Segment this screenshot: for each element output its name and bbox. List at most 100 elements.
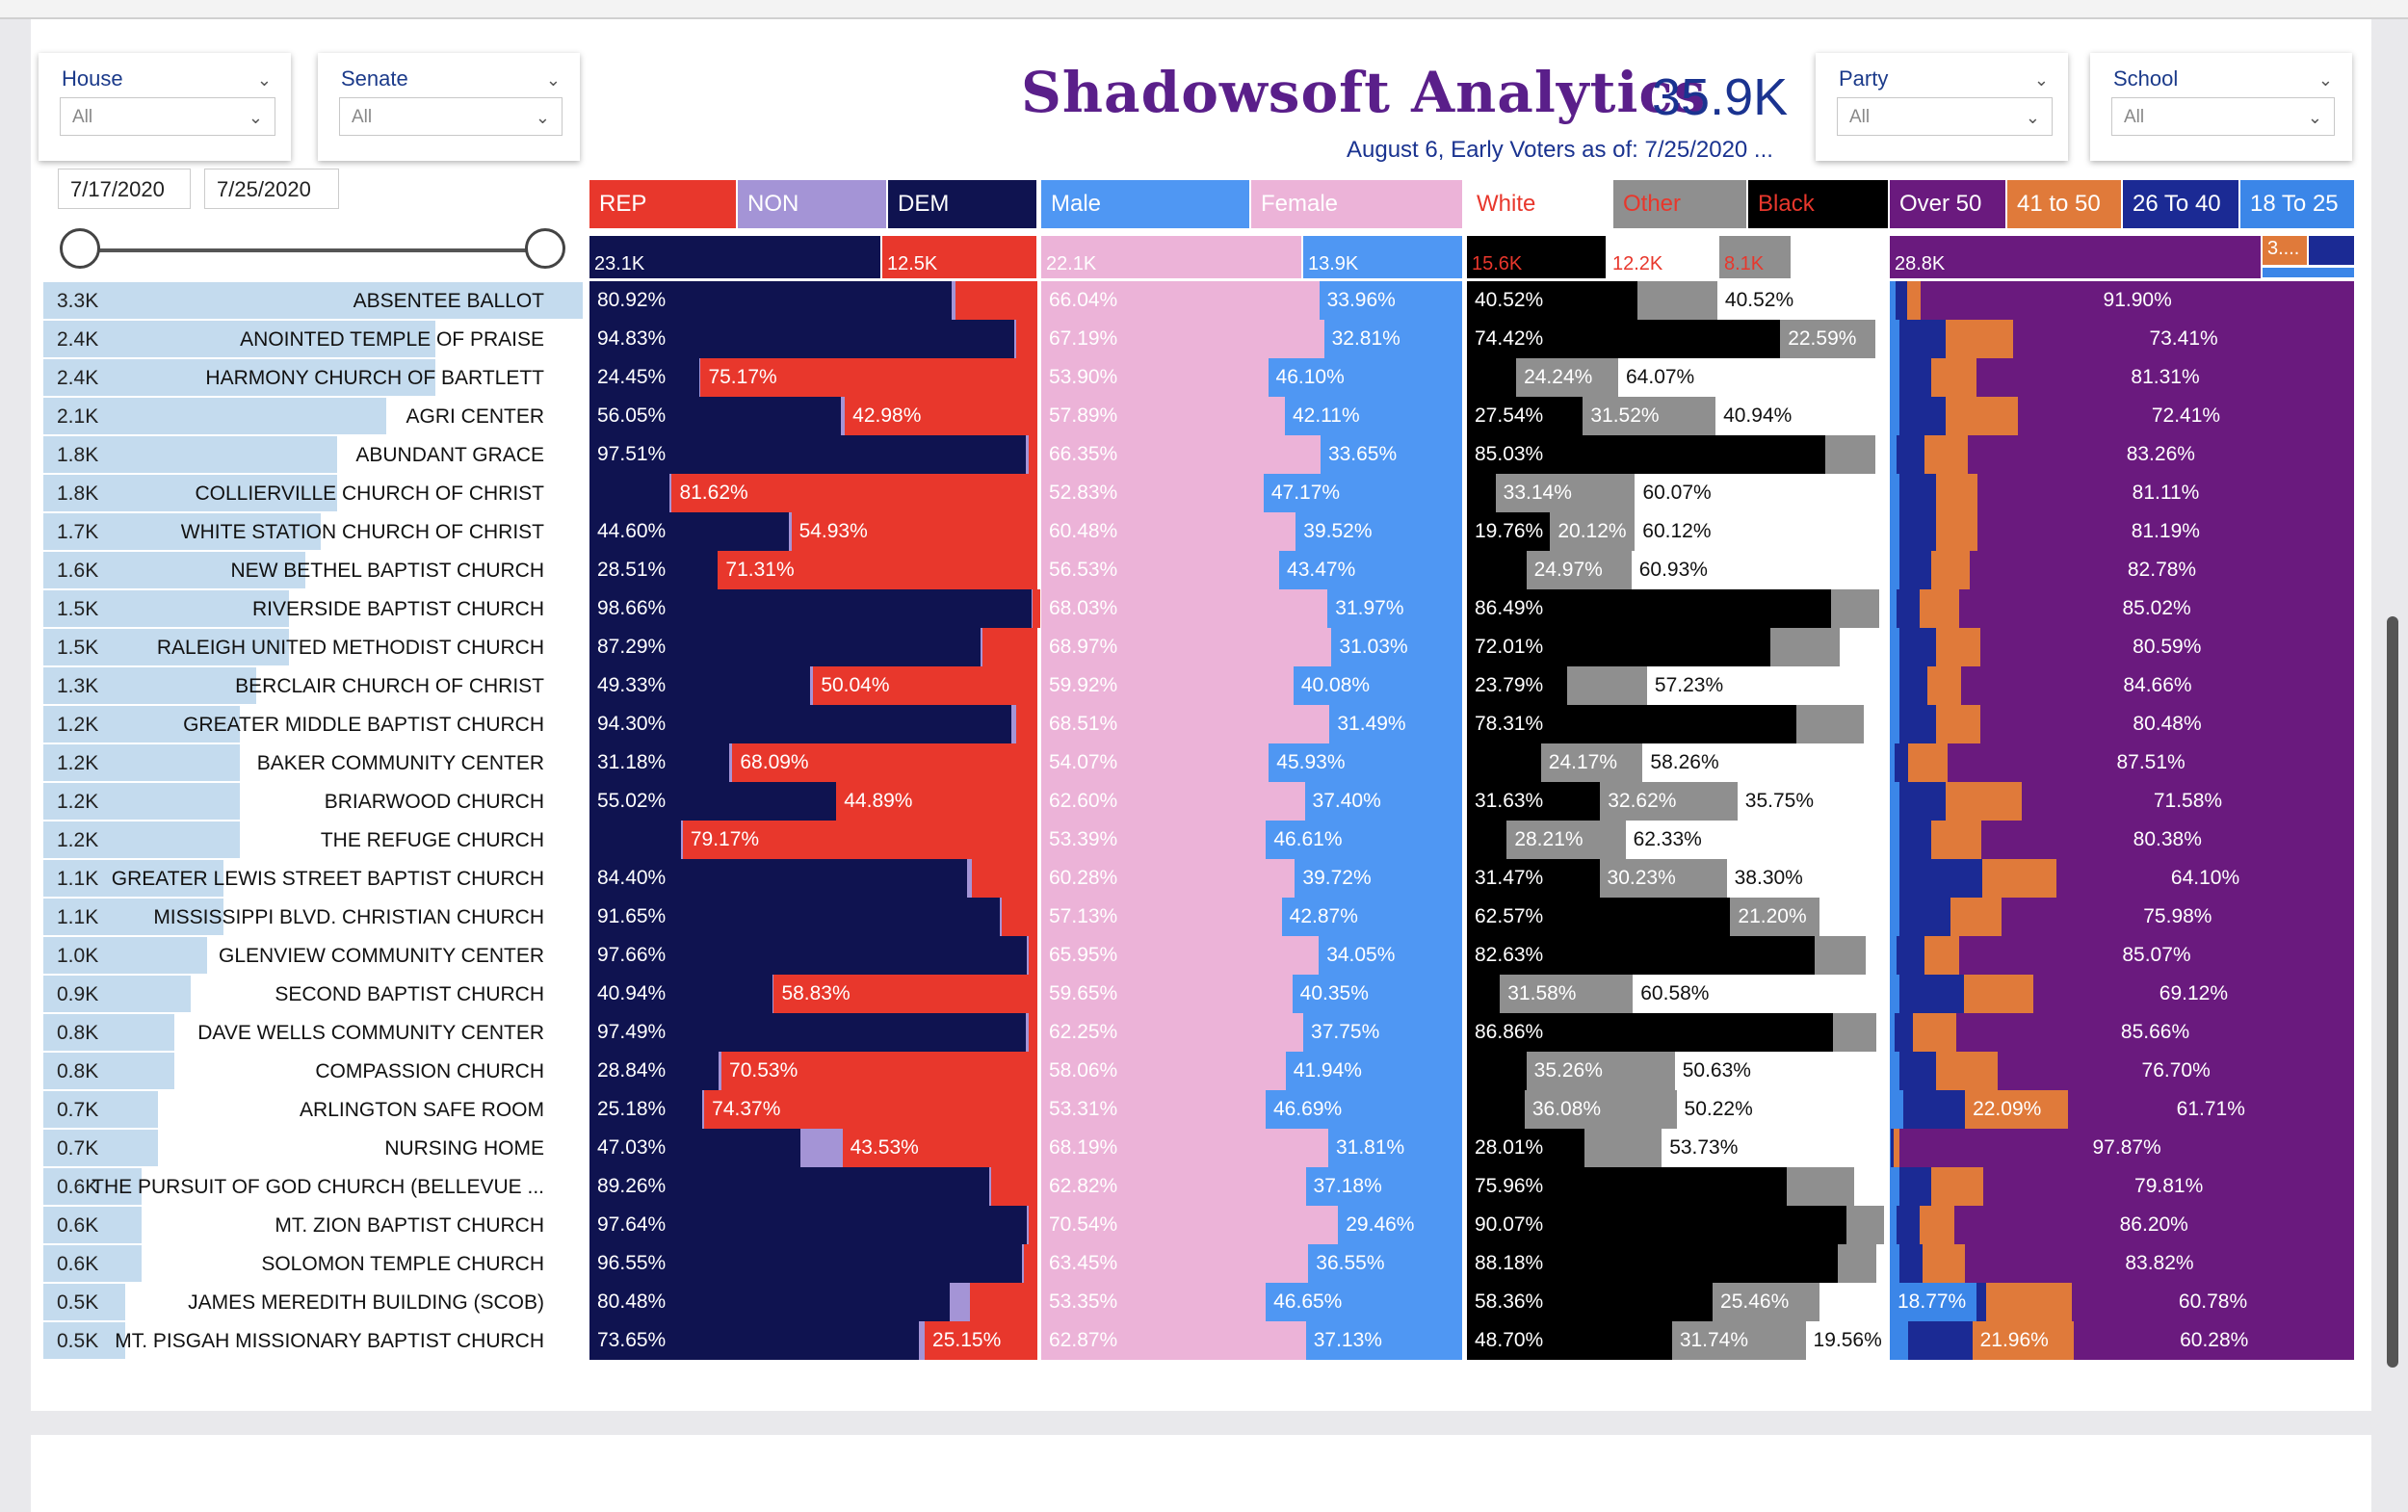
bar-segment-black[interactable] [1467, 821, 1507, 859]
bar-segment-a41-50[interactable] [1986, 1283, 2073, 1321]
bar-segment-black[interactable]: 74.42% [1467, 320, 1781, 358]
bar-segment-white[interactable]: 53.73% [1662, 1129, 1888, 1167]
bar-segment-other[interactable] [1824, 435, 1876, 474]
bar-segment-dem[interactable]: 47.03% [589, 1129, 800, 1167]
bar-segment-male[interactable]: 46.65% [1266, 1283, 1462, 1321]
bar-segment-black[interactable] [1467, 474, 1496, 512]
bar-segment-other[interactable]: 31.52% [1583, 397, 1716, 435]
party-dropdown[interactable]: All ⌄ [1837, 97, 2053, 136]
bar-segment-non[interactable] [950, 1283, 971, 1321]
bar-segment-other[interactable] [1832, 1013, 1877, 1052]
bar-segment-a18-25[interactable] [1890, 474, 1899, 512]
bar-segment-female[interactable]: 56.53% [1041, 551, 1280, 589]
bar-segment-a26-40[interactable] [1898, 474, 1937, 512]
bar-segment-other[interactable] [1815, 936, 1866, 975]
bar-segment-a26-40[interactable] [1895, 281, 1907, 320]
bar-segment-a18-25[interactable] [1890, 1244, 1899, 1283]
bar-segment-black[interactable]: 86.86% [1467, 1013, 1833, 1052]
bar-segment-female[interactable]: 52.83% [1041, 474, 1264, 512]
bar-segment-white[interactable]: 50.63% [1674, 1052, 1888, 1090]
bar-segment-other[interactable]: 25.46% [1713, 1283, 1820, 1321]
bar-segment-female[interactable]: 62.25% [1041, 1013, 1304, 1052]
bar-segment-dem[interactable]: 44.60% [589, 512, 790, 551]
table-row[interactable]: 0.9K SECOND BAPTIST CHURCH 40.94% 58.83% 59.… [0, 975, 2408, 1013]
bar-segment-dem[interactable]: 96.55% [589, 1244, 1022, 1283]
bar-segment-female[interactable]: 66.35% [1041, 435, 1321, 474]
bar-segment-rep[interactable] [1029, 936, 1037, 975]
bar-segment-a18-25[interactable] [1890, 551, 1899, 589]
table-row[interactable]: 0.7K ARLINGTON SAFE ROOM 25.18% 74.37% 53.31… [0, 1090, 2408, 1129]
bar-segment-a41-50[interactable]: 22.09% [1965, 1090, 2068, 1129]
bar-segment-other[interactable]: 31.74% [1671, 1321, 1806, 1360]
bar-segment-a26-40[interactable] [1894, 1013, 1914, 1052]
bar-segment-over50[interactable]: 60.78% [2072, 1283, 2354, 1321]
bar-segment-black[interactable]: 88.18% [1467, 1244, 1839, 1283]
house-slicer[interactable]: House ⌄ All ⌄ [39, 53, 291, 161]
bar-segment-rep[interactable] [1029, 1206, 1037, 1244]
bar-segment-white[interactable]: 60.07% [1635, 474, 1888, 512]
vertical-scrollbar[interactable] [2387, 616, 2398, 1368]
bar-segment-over50[interactable]: 80.59% [1979, 628, 2354, 666]
bar-segment-rep[interactable]: 43.53% [842, 1129, 1037, 1167]
bar-segment-white[interactable] [1865, 936, 1888, 975]
bar-segment-a41-50[interactable] [1936, 512, 1977, 551]
bar-segment-white[interactable]: 60.93% [1631, 551, 1888, 589]
chevron-down-icon[interactable]: ⌄ [2033, 70, 2049, 90]
bar-segment-white[interactable] [1819, 898, 1888, 936]
bar-segment-female[interactable]: 62.87% [1041, 1321, 1306, 1360]
bar-segment-a26-40[interactable] [1898, 859, 1983, 898]
bar-segment-a41-50[interactable] [1950, 898, 2002, 936]
bar-segment-other[interactable] [1830, 589, 1880, 628]
bar-segment-a41-50[interactable] [1920, 589, 1960, 628]
bar-segment-male[interactable]: 37.13% [1305, 1321, 1462, 1360]
bar-segment-other[interactable] [1845, 1206, 1884, 1244]
bar-segment-a26-40[interactable] [1898, 512, 1937, 551]
bar-segment-other[interactable]: 33.14% [1495, 474, 1636, 512]
bar-segment-dem[interactable]: 91.65% [589, 898, 1001, 936]
bar-segment-male[interactable]: 40.08% [1293, 666, 1462, 705]
bar-segment-female[interactable]: 63.45% [1041, 1244, 1309, 1283]
bar-segment-a26-40[interactable] [1898, 975, 1965, 1013]
bar-segment-male[interactable]: 46.61% [1266, 821, 1462, 859]
bar-segment-a18-25[interactable] [1890, 859, 1899, 898]
bar-segment-other[interactable] [1769, 628, 1840, 666]
bar-segment-rep[interactable]: 25.15% [925, 1321, 1037, 1360]
date-slider-start-handle[interactable] [60, 228, 100, 269]
bar-segment-over50[interactable]: 86.20% [1953, 1206, 2354, 1244]
bar-segment-rep[interactable]: 68.09% [732, 743, 1037, 782]
bar-segment-white[interactable] [1876, 1013, 1888, 1052]
bar-segment-a26-40[interactable] [1898, 1052, 1937, 1090]
bar-segment-dem[interactable]: 25.18% [589, 1090, 703, 1129]
bar-segment-a41-50[interactable] [1931, 821, 1981, 859]
bar-segment-a26-40[interactable] [1898, 898, 1950, 936]
bar-segment-rep[interactable] [1016, 320, 1037, 358]
bar-segment-rep[interactable] [970, 1283, 1037, 1321]
bar-segment-male[interactable]: 36.55% [1308, 1244, 1462, 1283]
senate-dropdown[interactable]: All ⌄ [339, 97, 563, 136]
bar-segment-a26-40[interactable] [1898, 320, 1946, 358]
bar-segment-over50[interactable]: 79.81% [1983, 1167, 2354, 1206]
bar-segment-rep[interactable]: 44.89% [836, 782, 1037, 821]
bar-segment-other[interactable]: 24.97% [1526, 551, 1632, 589]
school-dropdown[interactable]: All ⌄ [2111, 97, 2335, 136]
start-date-input[interactable]: 7/17/2020 [58, 169, 191, 209]
bar-segment-rep[interactable] [1028, 1013, 1037, 1052]
bar-segment-other[interactable] [1584, 1129, 1662, 1167]
bar-segment-dem[interactable]: 31.18% [589, 743, 729, 782]
bar-segment-a26-40[interactable] [1898, 821, 1932, 859]
bar-segment-over50[interactable]: 64.10% [2056, 859, 2354, 898]
bar-segment-rep[interactable] [991, 1167, 1037, 1206]
bar-segment-black[interactable] [1467, 1052, 1527, 1090]
bar-segment-a26-40[interactable] [1898, 397, 1946, 435]
table-row[interactable]: 1.1K MISSISSIPPI BLVD. CHRISTIAN CHURCH 91… [0, 898, 2408, 936]
bar-segment-over50[interactable]: 60.28% [2074, 1321, 2354, 1360]
bar-segment-rep[interactable] [1028, 435, 1037, 474]
bar-segment-female[interactable]: 62.82% [1041, 1167, 1306, 1206]
bar-segment-a18-25[interactable] [1890, 512, 1899, 551]
table-row[interactable]: 1.1K GREATER LEWIS STREET BAPTIST CHURCH 8… [0, 859, 2408, 898]
bar-segment-a26-40[interactable] [1898, 1167, 1932, 1206]
chevron-down-icon[interactable]: ⌄ [256, 70, 272, 90]
bar-segment-a26-40[interactable] [1898, 782, 1946, 821]
bar-segment-rep[interactable]: 70.53% [721, 1052, 1037, 1090]
bar-segment-rep[interactable]: 79.17% [682, 821, 1037, 859]
